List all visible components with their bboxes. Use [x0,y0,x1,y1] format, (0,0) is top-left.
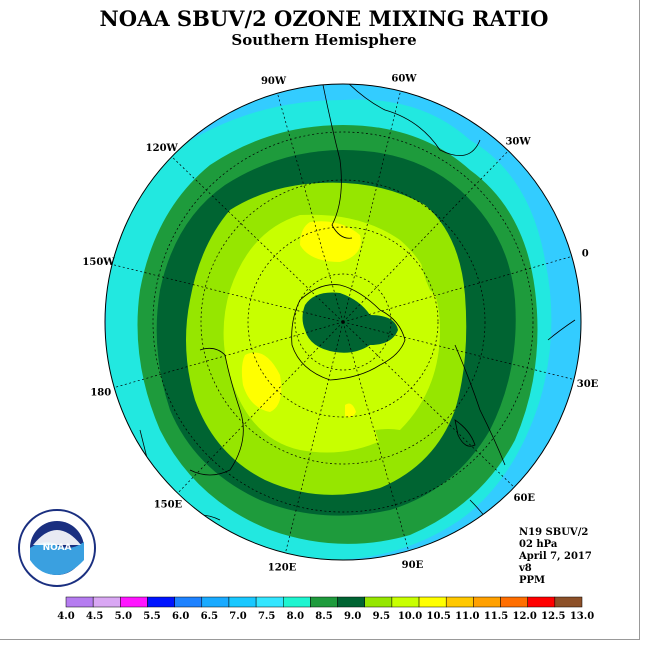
longitude-label: 30W [505,137,531,148]
colorbar-segment [65,596,94,608]
band-6.5-patch-2 [165,108,188,120]
south-america-east-coast [344,84,481,157]
australia-coast [189,347,244,476]
colorbar-tick-label: 4.5 [86,611,103,622]
lat-circle-2 [247,226,439,418]
colorbar-segment [228,596,257,608]
page-title: NOAA SBUV/2 OZONE MIXING RATIO [99,6,549,31]
band-10.0-patch-2 [241,352,282,412]
meridian-line [342,321,409,551]
band-8.5-core [302,292,398,353]
band-9.0-lobe-2 [375,429,425,450]
coastlines [139,84,576,541]
colorbar-tick-label: 11.0 [455,611,479,622]
longitude-label: 90W [261,76,287,87]
colorbar-segment [283,596,311,608]
colorbar-segment [554,596,583,608]
colorbar-segment [364,596,393,608]
longitude-labels: 90W 60W 30W 0 30E 60E 90E 120E 150E 180 150W 120W [82,73,598,573]
map-border [104,83,582,561]
colorbar-segment [174,596,203,608]
colorbar-segment [473,596,501,608]
graticule [111,90,575,554]
colorbar-segment [310,596,338,608]
longitude-label: 150E [154,499,183,510]
meridian-line [342,321,575,380]
colorbar-segment [120,596,148,608]
info-version: v8 [519,563,532,574]
colorbar: 4.0 4.5 5.0 5.5 6.0 6.5 7.0 7.5 8.0 8.5 9.0 9.5 10.0… [57,596,594,622]
figure-frame [0,0,640,640]
meridian-line [277,93,344,323]
meridian-line [342,321,515,488]
colorbar-tick-label: 12.0 [512,611,536,622]
page-subtitle: Southern Hemisphere [231,31,417,49]
meridians [111,90,575,554]
colorbar-tick-label: 12.5 [541,611,565,622]
colorbar-segment [337,596,365,608]
logo-text: NOAA [43,543,72,553]
colorbar-tick-label: 9.0 [344,611,361,622]
logo-gull [33,530,81,545]
colorbar-tick-label: 5.0 [115,611,132,622]
meridian-line [114,321,344,388]
colorbar-segment [147,596,175,608]
longitude-label: 60W [391,73,417,84]
longitude-label: 120W [146,143,179,154]
meridian-line [342,150,509,323]
lat-circle-1 [294,273,392,371]
longitude-label: 120E [268,563,297,574]
colorbar-segment [445,596,474,608]
longitude-label: 0 [582,249,589,260]
meridian-line [285,321,344,554]
colorbar-tick-label: 13.0 [570,611,594,622]
lat-circle-4 [152,131,534,513]
colorbar-tick-label: 4.0 [57,611,74,622]
band-10.0-patch-3 [345,403,356,418]
meridian-line [342,256,572,323]
colorbar-segment [418,596,447,608]
info-pressure: 02 hPa [519,539,558,550]
colorbar-tick-label: 8.5 [315,611,332,622]
colorbar-segment [255,596,284,608]
info-satellite: N19 SBUV/2 [519,527,589,538]
colorbar-segment [527,596,556,608]
colorbar-tick-label: 10.5 [426,611,450,622]
colorbar-segment [201,596,230,608]
meridian-line [342,90,401,323]
meridian-line [171,156,344,323]
colorbar-tick-label: 6.0 [172,611,189,622]
longitude-label: 150W [82,257,115,268]
colorbar-tick-label: 8.0 [287,611,304,622]
south-america-coast [321,84,353,239]
info-units: PPM [519,575,546,586]
antarctica-coast [291,284,406,381]
longitude-label: 60E [514,493,536,504]
colorbar-segment [391,596,420,608]
lat-circle-3 [200,179,486,465]
colorbar-tick-label: 7.0 [229,611,246,622]
noaa-logo: NOAA [18,509,96,587]
colorbar-segment [500,596,528,608]
band-9.0-lobe [419,240,452,310]
meridian-line [177,321,344,494]
africa-tip [547,319,576,341]
logo-wave [30,542,84,575]
colorbar-tick-label: 9.5 [373,611,390,622]
colorbar-tick-label: 11.5 [484,611,508,622]
longitude-label: 30E [577,379,599,390]
longitude-label: 90E [402,560,424,571]
africa-coast [454,344,506,466]
colorbar-tick-label: 6.5 [201,611,218,622]
longitude-label: 180 [90,387,111,398]
info-date: April 7, 2017 [519,551,592,562]
colorbar-tick-label: 10.0 [398,611,422,622]
meridian-line [111,264,344,323]
colorbar-tick-label: 7.5 [258,611,275,622]
madagascar [454,419,476,447]
colorbar-segment [92,596,121,608]
colorbar-tick-label: 5.5 [143,611,160,622]
